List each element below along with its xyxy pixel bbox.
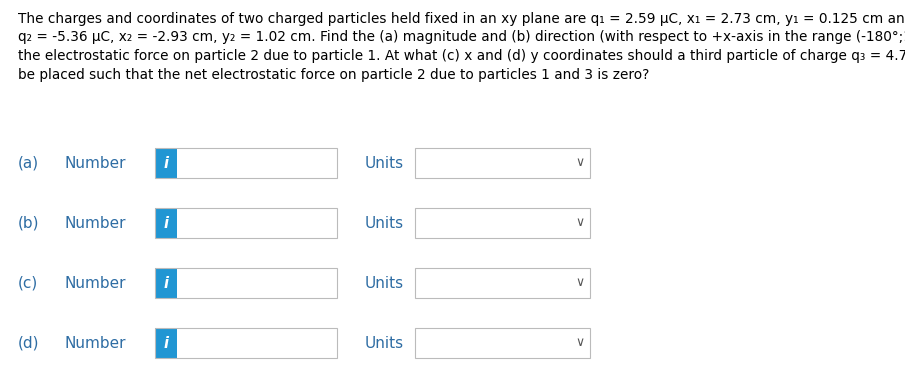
Text: Units: Units [365,275,405,290]
Text: the electrostatic force on particle 2 due to particle 1. At what (c) x and (d) y: the electrostatic force on particle 2 du… [18,49,905,63]
FancyBboxPatch shape [415,148,590,178]
Text: Number: Number [65,275,127,290]
Text: i: i [164,155,168,170]
Text: i: i [164,215,168,230]
Text: i: i [164,275,168,290]
Text: ∨: ∨ [576,157,585,170]
Text: The charges and coordinates of two charged particles held fixed in an xy plane a: The charges and coordinates of two charg… [18,12,905,26]
Text: (b): (b) [18,215,40,230]
FancyBboxPatch shape [155,268,177,298]
FancyBboxPatch shape [415,328,590,358]
Text: ∨: ∨ [576,217,585,230]
Text: Number: Number [65,335,127,351]
Text: Units: Units [365,155,405,170]
Text: Units: Units [365,215,405,230]
FancyBboxPatch shape [155,328,177,358]
Text: q₂ = -5.36 μC, x₂ = -2.93 cm, y₂ = 1.02 cm. Find the (a) magnitude and (b) direc: q₂ = -5.36 μC, x₂ = -2.93 cm, y₂ = 1.02 … [18,31,905,44]
Text: ∨: ∨ [576,337,585,350]
Text: i: i [164,335,168,351]
Text: (d): (d) [18,335,40,351]
FancyBboxPatch shape [415,208,590,238]
Text: Number: Number [65,215,127,230]
FancyBboxPatch shape [155,208,177,238]
FancyBboxPatch shape [415,268,590,298]
Text: (a): (a) [18,155,39,170]
Text: ∨: ∨ [576,277,585,290]
Text: Units: Units [365,335,405,351]
Text: be placed such that the net electrostatic force on particle 2 due to particles 1: be placed such that the net electrostati… [18,68,650,81]
Text: (c): (c) [18,275,38,290]
Text: Number: Number [65,155,127,170]
FancyBboxPatch shape [155,148,177,178]
